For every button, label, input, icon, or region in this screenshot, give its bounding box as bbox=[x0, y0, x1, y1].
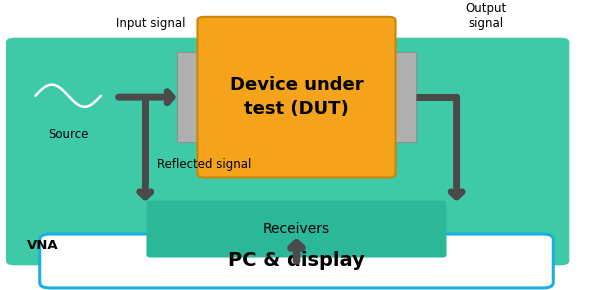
Text: PC & display: PC & display bbox=[228, 251, 365, 271]
Text: VNA: VNA bbox=[27, 239, 58, 251]
Circle shape bbox=[18, 71, 119, 120]
Text: Output
signal: Output signal bbox=[466, 2, 507, 30]
FancyBboxPatch shape bbox=[197, 17, 396, 177]
Text: Input signal: Input signal bbox=[116, 17, 186, 30]
Text: Reflected signal: Reflected signal bbox=[157, 158, 251, 171]
Text: Source: Source bbox=[48, 128, 88, 141]
Bar bbox=[387, 52, 416, 142]
Bar bbox=[177, 52, 206, 142]
FancyBboxPatch shape bbox=[6, 38, 569, 265]
Text: Device under
test (DUT): Device under test (DUT) bbox=[229, 76, 364, 118]
Text: Receivers: Receivers bbox=[263, 222, 330, 236]
FancyBboxPatch shape bbox=[146, 201, 447, 258]
FancyBboxPatch shape bbox=[40, 234, 553, 288]
